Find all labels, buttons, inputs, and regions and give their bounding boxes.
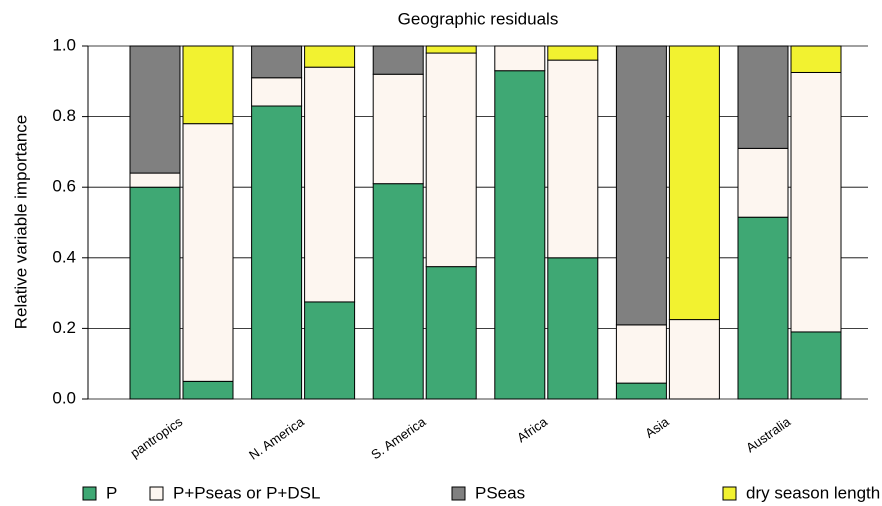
x-tick-label: Africa xyxy=(514,414,550,446)
bar-segment xyxy=(304,301,356,400)
y-tick-label: 0.4 xyxy=(52,247,76,266)
bar-segment xyxy=(182,123,234,382)
bar-segment xyxy=(668,45,720,321)
legend-swatch xyxy=(722,486,737,501)
legend-label: P+Pseas or P+DSL xyxy=(173,483,320,502)
bar-segment xyxy=(372,73,424,185)
bar-segment xyxy=(425,52,477,268)
bar-segment xyxy=(737,147,789,218)
x-tick-label: pantropics xyxy=(127,414,185,461)
bar-segment xyxy=(251,77,303,107)
legend-swatch xyxy=(149,486,164,501)
bar-segment xyxy=(129,172,181,188)
bar-segment xyxy=(547,45,599,61)
y-tick-label: 0.8 xyxy=(52,106,76,125)
bar-segment xyxy=(494,45,546,72)
x-tick-label: Asia xyxy=(642,414,672,441)
bar-segment xyxy=(304,66,356,303)
bar-segment xyxy=(547,257,599,400)
bar-segment xyxy=(129,186,181,400)
y-axis-label: Relative variable importance xyxy=(11,115,30,330)
legend-label: PSeas xyxy=(475,483,525,502)
bar-segment xyxy=(737,45,789,149)
legend-swatch xyxy=(82,486,97,501)
bar-segment xyxy=(129,45,181,174)
y-tick-label: 0.6 xyxy=(52,177,76,196)
bar-segment xyxy=(372,183,424,400)
bar-segment xyxy=(251,105,303,400)
y-tick-label: 1.0 xyxy=(52,35,76,54)
legend-label: dry season length (DSL) xyxy=(746,483,882,502)
bar-segment xyxy=(547,59,599,259)
bar-segment xyxy=(494,70,546,400)
bar-segment xyxy=(790,71,842,333)
bar-segment xyxy=(182,45,234,125)
bar-segment xyxy=(668,319,720,400)
bar-segment xyxy=(425,45,477,54)
legend-swatch xyxy=(451,486,466,501)
bar-segment xyxy=(251,45,303,79)
x-tick-label: S. America xyxy=(368,414,429,463)
bar-segment xyxy=(615,382,667,400)
legend-label: P xyxy=(106,483,117,502)
bar-segment xyxy=(737,216,789,400)
bar-segment xyxy=(425,266,477,400)
bar-segment xyxy=(790,45,842,73)
chart-title: Geographic residuals xyxy=(398,9,559,28)
bar-segment xyxy=(790,331,842,400)
bar-segment xyxy=(615,45,667,326)
x-tick-label: Australia xyxy=(743,414,794,456)
bar-segment xyxy=(615,324,667,384)
bar-segment xyxy=(304,45,356,68)
bar-segment xyxy=(182,380,234,400)
y-tick-label: 0.2 xyxy=(52,318,76,337)
y-tick-label: 0.0 xyxy=(52,388,76,407)
x-tick-label: N. America xyxy=(246,414,307,463)
bar-segment xyxy=(372,45,424,75)
